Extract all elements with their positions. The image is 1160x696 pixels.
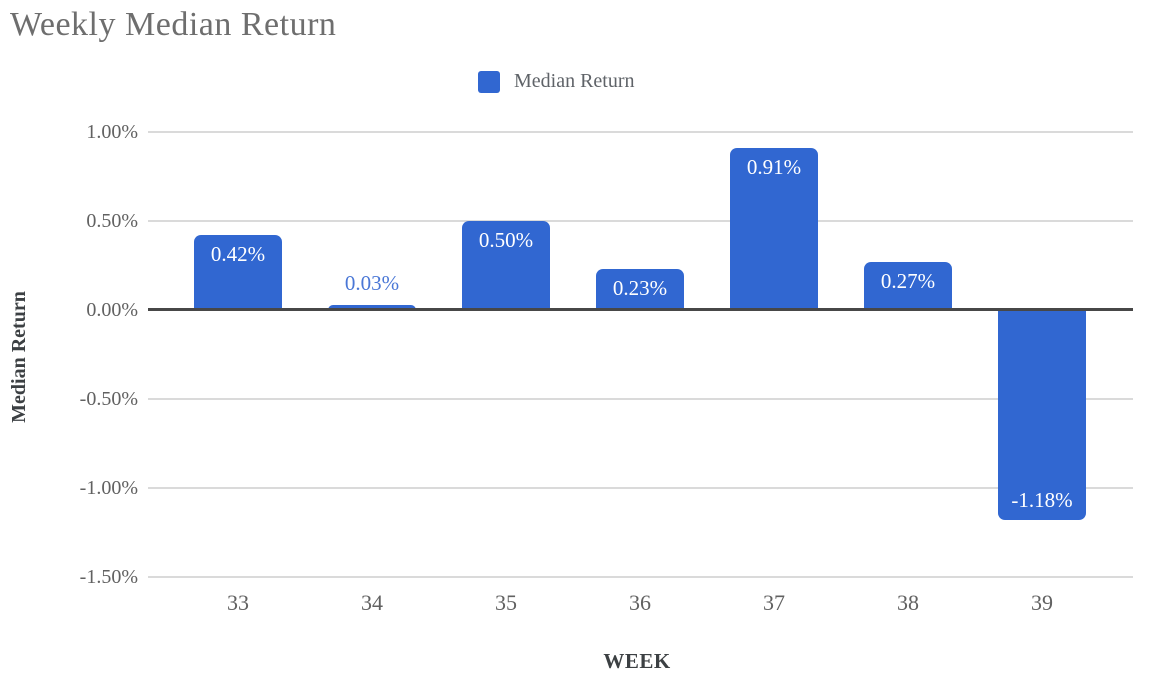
bar-week-36[interactable]: [596, 269, 684, 310]
bar-week-39[interactable]: [998, 310, 1086, 520]
bar-week-34[interactable]: [328, 305, 416, 310]
gridline: [148, 487, 1133, 489]
bar-week-35[interactable]: [462, 221, 550, 310]
chart-title: Weekly Median Return: [10, 6, 337, 43]
legend-label: Median Return: [514, 70, 635, 92]
bar-value-label: 0.50%: [478, 228, 534, 252]
y-tick-label: -1.50%: [79, 566, 138, 588]
gridline: [148, 220, 1133, 222]
bar-value-label: 0.23%: [612, 276, 668, 300]
y-axis-title: Median Return: [8, 291, 30, 423]
bar-week-37[interactable]: [730, 148, 818, 310]
y-tick-label: 0.00%: [86, 299, 138, 321]
gridline: [148, 576, 1133, 578]
bar-value-label: -1.18%: [1011, 488, 1073, 512]
x-axis-zero-line: [148, 308, 1133, 311]
bar-value-label: 0.42%: [210, 242, 266, 266]
x-tick-label: 38: [897, 590, 919, 615]
gridline: [148, 398, 1133, 400]
gridline: [148, 131, 1133, 133]
y-tick-label: -1.00%: [79, 477, 138, 499]
legend[interactable]: Median Return: [478, 70, 635, 93]
y-tick-label: 0.50%: [86, 210, 138, 232]
legend-swatch-icon: [478, 70, 500, 93]
x-tick-label: 37: [763, 590, 785, 615]
bar-value-label: 0.03%: [344, 271, 400, 295]
bar-week-33[interactable]: [194, 235, 282, 310]
bar-value-label: 0.91%: [746, 155, 802, 179]
x-tick-label: 39: [1031, 590, 1053, 615]
bar-value-label: 0.27%: [880, 269, 936, 293]
bar-week-38[interactable]: [864, 262, 952, 310]
y-tick-label: 1.00%: [86, 121, 138, 143]
y-tick-label: -0.50%: [79, 388, 138, 410]
x-tick-label: 35: [495, 590, 517, 615]
x-tick-label: 36: [629, 590, 651, 615]
x-tick-label: 33: [227, 590, 249, 615]
x-axis-title: WEEK: [603, 649, 671, 673]
x-tick-label: 34: [361, 590, 383, 615]
